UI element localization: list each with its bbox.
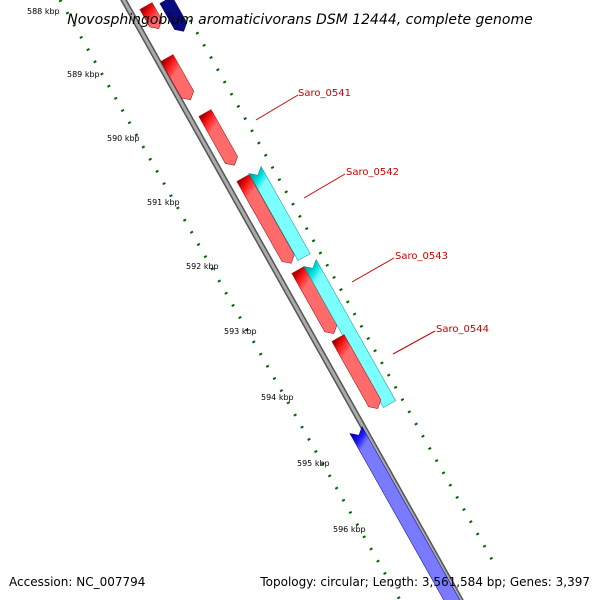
gene-label-saro-0541[interactable]: Saro_0541 xyxy=(298,88,351,99)
scale-tick-594: 594 kbp xyxy=(261,393,294,402)
scale-tick-592: 592 kbp xyxy=(186,262,219,271)
scale-tick-593: 593 kbp xyxy=(224,327,257,336)
gene-label-leader-0541 xyxy=(255,94,299,121)
scale-line-outer xyxy=(188,19,497,566)
genome-summary: Topology: circular; Length: 3,561,584 bp… xyxy=(259,575,590,589)
genome-backbone-highlight xyxy=(121,0,463,600)
gene-label-saro-0542[interactable]: Saro_0542 xyxy=(346,167,399,178)
scale-tick-588: 588 kbp xyxy=(27,7,60,16)
accession-label: Accession: NC_007794 xyxy=(9,575,145,589)
gene-arrow-red-5[interactable] xyxy=(331,334,384,412)
gene-arrow-red-0[interactable] xyxy=(139,2,165,33)
gene-arrow-cyan-saro-0544[interactable] xyxy=(303,258,396,408)
gene-arrow-red-1[interactable] xyxy=(160,54,197,104)
gene-arrow-cyan-saro-0542[interactable] xyxy=(248,165,311,261)
scale-tick-589: 589 kbp xyxy=(67,70,100,79)
gene-arrow-blue-0[interactable] xyxy=(349,425,461,600)
gene-label-saro-0543[interactable]: Saro_0543 xyxy=(395,251,448,262)
gene-label-leader-0543 xyxy=(351,257,395,283)
scale-line-inner xyxy=(58,0,402,600)
scale-tick-590: 590 kbp xyxy=(107,134,140,143)
gene-arrow-red-3[interactable] xyxy=(236,174,297,267)
gene-label-leader-0542 xyxy=(303,173,346,199)
gene-label-leader-0544 xyxy=(392,330,436,355)
gene-arrow-red-2[interactable] xyxy=(198,109,241,169)
gene-label-saro-0544[interactable]: Saro_0544 xyxy=(436,324,489,335)
scale-tick-591: 591 kbp xyxy=(147,198,180,207)
map-title: Novosphingobium aromaticivorans DSM 1244… xyxy=(67,12,532,28)
scale-tick-596: 596 kbp xyxy=(333,525,366,534)
gene-arrow-navy-0[interactable] xyxy=(159,0,190,35)
scale-tick-595: 595 kbp xyxy=(297,459,330,468)
